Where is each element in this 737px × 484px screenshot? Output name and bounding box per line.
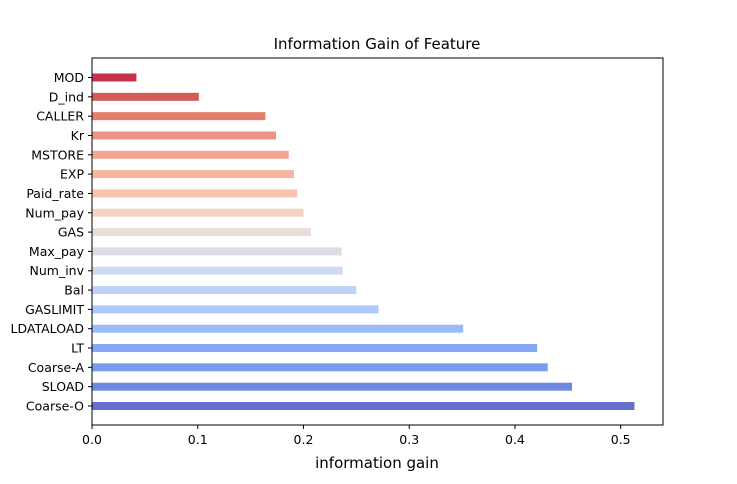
y-tick-label: GASLIMIT <box>25 302 84 317</box>
bar-num-pay <box>92 208 304 217</box>
bar-paid-rate <box>92 189 298 198</box>
bar-max-pay <box>92 247 342 256</box>
y-tick-label: EXP <box>60 167 84 182</box>
y-tick-label: D_ind <box>49 89 84 104</box>
bar-kr <box>92 131 276 140</box>
y-axis: MOD D_ind CALLER Kr MSTORE EXP Paid_rate Num_pa… <box>11 70 92 414</box>
y-tick-label: LT <box>71 341 84 356</box>
y-tick-label: Paid_rate <box>26 186 84 201</box>
y-tick-label: Coarse-A <box>28 360 85 375</box>
bar-mod <box>92 73 137 82</box>
bar-caller <box>92 112 266 121</box>
x-tick-label: 0.1 <box>188 432 208 447</box>
bar-lt <box>92 344 538 353</box>
y-tick-label: MOD <box>54 70 84 85</box>
bar-coarse-a <box>92 363 548 372</box>
x-axis: 0.0 0.1 0.2 0.3 0.4 0.5 <box>82 425 631 447</box>
bar-d-ind <box>92 92 199 101</box>
bar-bal <box>92 286 357 295</box>
bar-gas <box>92 228 311 237</box>
x-tick-label: 0.0 <box>82 432 102 447</box>
bar-coarse-o <box>92 402 635 410</box>
y-tick-label: Bal <box>64 283 84 298</box>
y-tick-label: Kr <box>71 128 85 143</box>
y-tick-label: SLOAD <box>42 379 84 394</box>
y-tick-label: MSTORE <box>31 147 84 162</box>
y-tick-label: LDATALOAD <box>11 321 84 336</box>
y-tick-label: CALLER <box>36 109 84 124</box>
y-tick-label: Max_pay <box>29 244 85 259</box>
y-tick-label: Coarse-O <box>26 399 84 414</box>
plot-frame <box>91 57 664 426</box>
y-tick-label: GAS <box>58 225 84 240</box>
x-tick-label: 0.5 <box>611 432 631 447</box>
bar-gaslimit <box>92 305 379 314</box>
y-tick-label: Num_pay <box>25 205 84 220</box>
bar-ldataload <box>92 324 464 333</box>
y-tick-label: Num_inv <box>30 263 85 278</box>
bar-exp <box>92 170 294 179</box>
bars-layer <box>92 73 635 410</box>
x-axis-label: information gain <box>315 454 439 472</box>
x-tick-label: 0.3 <box>399 432 419 447</box>
x-tick-label: 0.2 <box>294 432 314 447</box>
chart-title: Information Gain of Feature <box>274 35 481 53</box>
bar-mstore <box>92 150 289 159</box>
x-tick-label: 0.4 <box>505 432 525 447</box>
bar-sload <box>92 382 573 391</box>
bar-num-inv <box>92 266 343 275</box>
